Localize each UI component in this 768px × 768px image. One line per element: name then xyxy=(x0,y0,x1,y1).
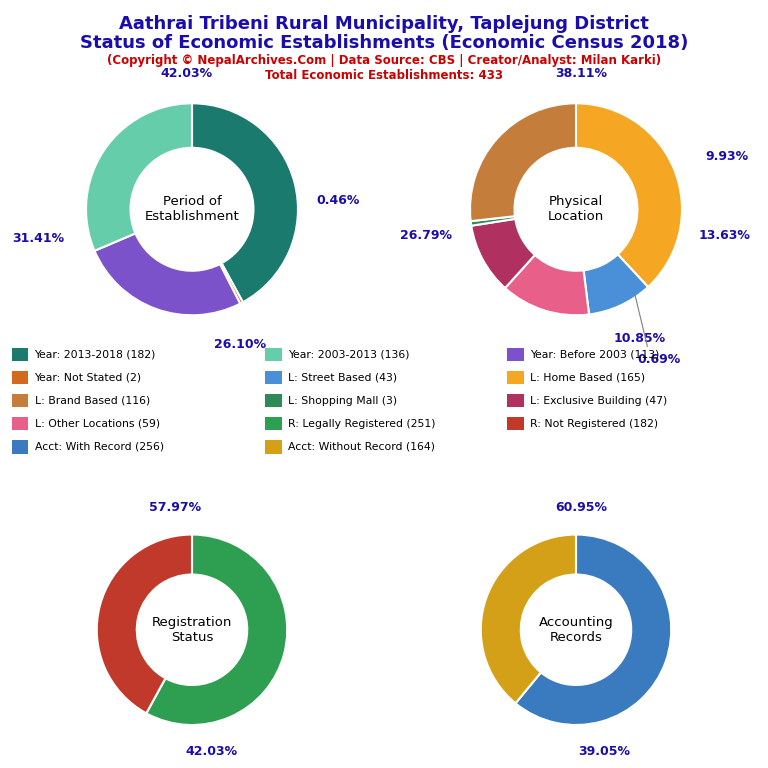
Text: 42.03%: 42.03% xyxy=(185,745,237,758)
Wedge shape xyxy=(470,103,576,221)
Text: Year: 2013-2018 (182): Year: 2013-2018 (182) xyxy=(35,349,156,360)
Text: (Copyright © NepalArchives.Com | Data Source: CBS | Creator/Analyst: Milan Karki: (Copyright © NepalArchives.Com | Data So… xyxy=(107,54,661,67)
Wedge shape xyxy=(481,535,576,703)
Text: Acct: Without Record (164): Acct: Without Record (164) xyxy=(288,442,435,452)
Wedge shape xyxy=(220,263,243,303)
Text: Total Economic Establishments: 433: Total Economic Establishments: 433 xyxy=(265,69,503,82)
Text: R: Legally Registered (251): R: Legally Registered (251) xyxy=(288,419,435,429)
Wedge shape xyxy=(584,254,648,314)
Text: 57.97%: 57.97% xyxy=(149,502,201,515)
Text: L: Brand Based (116): L: Brand Based (116) xyxy=(35,396,150,406)
Text: 9.93%: 9.93% xyxy=(705,150,748,163)
Text: 0.46%: 0.46% xyxy=(316,194,360,207)
Wedge shape xyxy=(86,103,192,251)
Text: Aathrai Tribeni Rural Municipality, Taplejung District: Aathrai Tribeni Rural Municipality, Tapl… xyxy=(119,15,649,33)
Wedge shape xyxy=(97,535,192,713)
Text: Physical
Location: Physical Location xyxy=(548,195,604,223)
Text: 39.05%: 39.05% xyxy=(578,745,631,758)
Wedge shape xyxy=(515,535,671,725)
Text: L: Exclusive Building (47): L: Exclusive Building (47) xyxy=(530,396,667,406)
Text: Accounting
Records: Accounting Records xyxy=(538,616,614,644)
Text: Status of Economic Establishments (Economic Census 2018): Status of Economic Establishments (Econo… xyxy=(80,34,688,51)
Text: L: Home Based (165): L: Home Based (165) xyxy=(530,372,645,383)
Text: 0.69%: 0.69% xyxy=(637,353,680,366)
Text: 38.11%: 38.11% xyxy=(555,67,607,80)
Text: 42.03%: 42.03% xyxy=(161,67,213,80)
Wedge shape xyxy=(576,103,682,287)
Text: 13.63%: 13.63% xyxy=(698,230,750,242)
Wedge shape xyxy=(146,535,287,725)
Wedge shape xyxy=(505,255,589,315)
Text: Year: Not Stated (2): Year: Not Stated (2) xyxy=(35,372,141,383)
Text: 26.79%: 26.79% xyxy=(399,230,452,242)
Text: L: Street Based (43): L: Street Based (43) xyxy=(288,372,397,383)
Text: 10.85%: 10.85% xyxy=(614,332,666,345)
Text: Acct: With Record (256): Acct: With Record (256) xyxy=(35,442,164,452)
Text: R: Not Registered (182): R: Not Registered (182) xyxy=(530,419,658,429)
Text: L: Other Locations (59): L: Other Locations (59) xyxy=(35,419,160,429)
Text: L: Shopping Mall (3): L: Shopping Mall (3) xyxy=(288,396,397,406)
Text: Registration
Status: Registration Status xyxy=(152,616,232,644)
Text: 31.41%: 31.41% xyxy=(12,233,65,246)
Wedge shape xyxy=(472,219,535,288)
Text: 60.95%: 60.95% xyxy=(554,502,607,515)
Text: Year: Before 2003 (113): Year: Before 2003 (113) xyxy=(530,349,659,360)
Text: Period of
Establishment: Period of Establishment xyxy=(144,195,240,223)
Wedge shape xyxy=(94,233,240,315)
Wedge shape xyxy=(471,216,515,226)
Wedge shape xyxy=(192,103,298,303)
Text: Year: 2003-2013 (136): Year: 2003-2013 (136) xyxy=(288,349,409,360)
Text: 26.10%: 26.10% xyxy=(214,339,266,352)
